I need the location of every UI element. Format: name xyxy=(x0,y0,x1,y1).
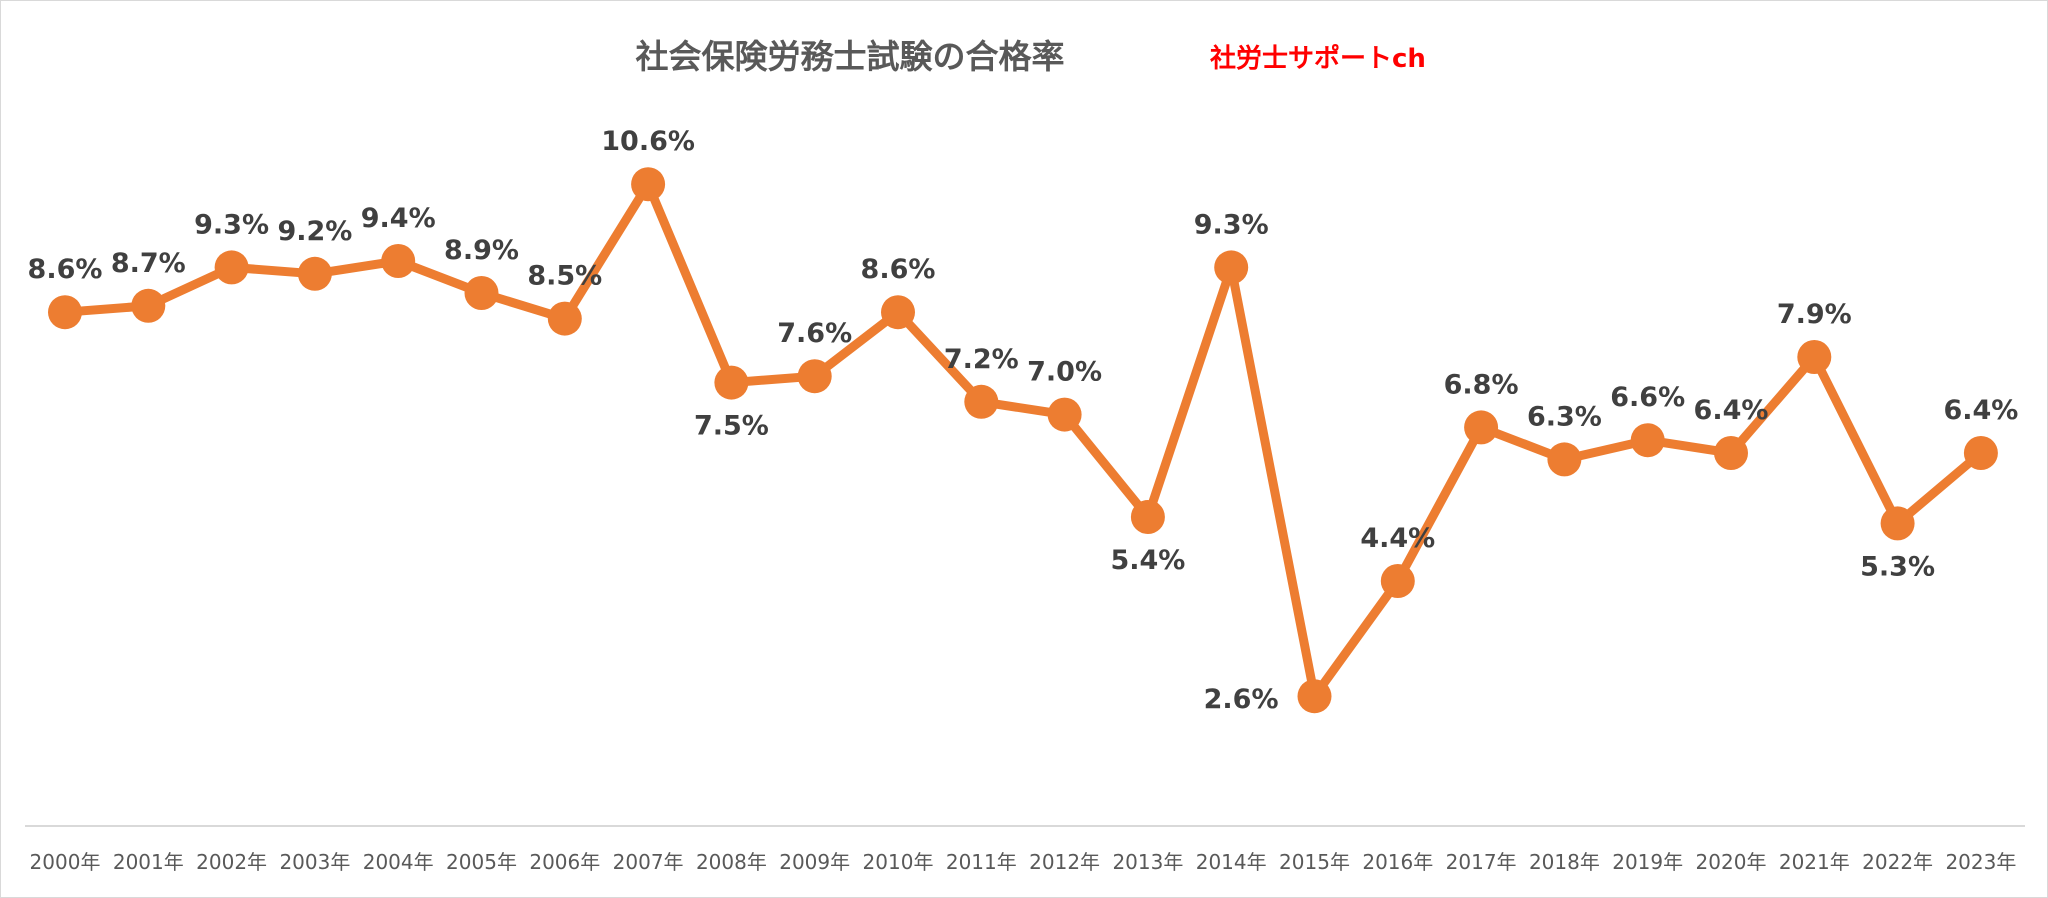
data-point xyxy=(1963,436,1998,470)
x-tick-label: 2000年 xyxy=(30,850,101,874)
data-point xyxy=(1630,423,1665,458)
data-point xyxy=(1714,436,1748,470)
data-label: 8.5% xyxy=(527,261,602,292)
data-point xyxy=(1047,397,1082,432)
x-tick-label: 2006年 xyxy=(529,850,600,874)
data-label: 7.2% xyxy=(944,344,1019,375)
data-label: 6.6% xyxy=(1610,382,1685,413)
data-label: 9.3% xyxy=(194,209,269,240)
data-point xyxy=(1380,564,1415,598)
data-label: 9.2% xyxy=(277,216,352,247)
data-label: 7.9% xyxy=(1777,299,1852,330)
data-label: 8.9% xyxy=(444,235,519,266)
data-point xyxy=(1547,442,1582,477)
x-tick-labels: 2000年 2001年 2002年 2003年 2004年 2005年 2006年 2007年… xyxy=(30,850,2017,874)
data-point xyxy=(881,295,915,330)
data-label: 6.3% xyxy=(1527,401,1602,432)
x-tick-label: 2001年 xyxy=(113,850,184,874)
series-line xyxy=(60,179,1986,701)
data-points xyxy=(48,167,1998,714)
data-label: 5.4% xyxy=(1110,545,1185,576)
x-tick-label: 2004年 xyxy=(363,850,434,874)
x-tick-label: 2008年 xyxy=(696,850,767,874)
data-point xyxy=(631,167,666,202)
data-label: 7.0% xyxy=(1027,357,1102,388)
data-label: 6.8% xyxy=(1444,369,1519,400)
x-tick-label: 2018年 xyxy=(1529,850,1600,874)
x-tick-label: 2005年 xyxy=(446,850,517,874)
data-point xyxy=(381,244,416,278)
data-point xyxy=(714,365,749,400)
data-label: 6.4% xyxy=(1694,395,1769,426)
data-point xyxy=(214,250,249,285)
chart-title: 社会保険労務士試験の合格率 xyxy=(635,37,1065,76)
watermark-text: 社労士サポートch xyxy=(1210,44,1426,74)
data-labels: 8.6% 8.7% 9.3% 9.2% 9.4% 8.9% 8.5% 10.6% 7.5% 7.6… xyxy=(28,126,2019,715)
data-point xyxy=(1797,340,1832,374)
x-tick-label: 2019年 xyxy=(1612,850,1683,874)
data-label: 10.6% xyxy=(601,126,695,157)
x-tick-label: 2021年 xyxy=(1779,850,1850,874)
data-label: 7.5% xyxy=(694,411,769,442)
x-tick-label: 2010年 xyxy=(863,850,934,874)
data-label: 2.6% xyxy=(1204,684,1279,715)
x-tick-label: 2007年 xyxy=(613,850,684,874)
data-label: 9.3% xyxy=(1194,209,1269,240)
x-tick-label: 2020年 xyxy=(1696,850,1767,874)
data-label: 4.4% xyxy=(1360,523,1435,554)
data-label: 8.6% xyxy=(861,254,936,285)
x-tick-label: 2015年 xyxy=(1279,850,1350,874)
data-point xyxy=(48,295,82,330)
data-label: 6.4% xyxy=(1943,395,2018,426)
data-point xyxy=(964,384,999,419)
x-tick-label: 2002年 xyxy=(196,850,267,874)
data-point xyxy=(1214,250,1249,285)
data-point xyxy=(1297,679,1332,714)
x-tick-label: 2009年 xyxy=(779,850,850,874)
x-tick-label: 2016年 xyxy=(1362,850,1433,874)
data-point xyxy=(1880,506,1915,541)
x-tick-label: 2013年 xyxy=(1112,850,1183,874)
data-label: 7.6% xyxy=(777,318,852,349)
data-label: 8.7% xyxy=(111,248,186,279)
data-point xyxy=(547,301,582,336)
data-point xyxy=(797,359,832,394)
data-label: 9.4% xyxy=(361,203,436,234)
x-tick-label: 2011年 xyxy=(946,850,1017,874)
x-tick-label: 2023年 xyxy=(1945,850,2016,874)
x-tick-label: 2014年 xyxy=(1196,850,1267,874)
data-label: 8.6% xyxy=(28,254,103,285)
x-tick-label: 2017年 xyxy=(1446,850,1517,874)
data-point xyxy=(131,288,166,323)
data-label: 5.3% xyxy=(1860,551,1935,582)
data-point xyxy=(1130,500,1165,534)
data-point xyxy=(1464,410,1499,445)
x-tick-label: 2003年 xyxy=(279,850,350,874)
x-tick-label: 2012年 xyxy=(1029,850,1100,874)
data-point xyxy=(464,276,499,310)
x-tick-label: 2022年 xyxy=(1862,850,1933,874)
data-point xyxy=(297,256,332,291)
